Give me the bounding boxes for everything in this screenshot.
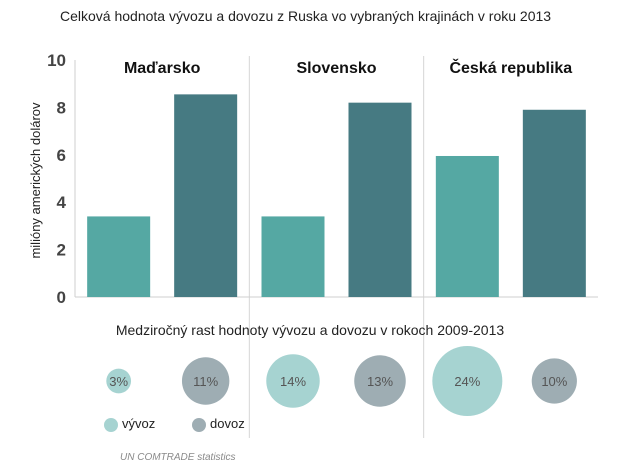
bar-import [522,109,586,298]
bubble-label: 11% [193,374,218,389]
bubble-export [432,346,503,416]
source-note: UN COMTRADE statistics [120,452,236,463]
bar-export [435,155,499,297]
bubble-label: 3% [109,374,128,389]
category-label: Slovensko [296,60,376,77]
y-tick-label: 4 [57,193,67,212]
category-label: Maďarsko [124,60,201,77]
bubble-label: 13% [367,374,393,389]
bar-export [87,216,151,297]
bubble-import [181,357,230,405]
y-tick-label: 8 [57,98,66,117]
legend-import-label: dovoz [210,416,245,431]
bubble-label: 24% [454,374,480,389]
y-tick-label: 6 [57,146,66,165]
legend-export-label: vývoz [122,416,156,431]
legend-item-import: dovoz [192,416,245,432]
legend-import-swatch [192,417,206,432]
category-label: Česká republika [449,58,572,77]
bubble-label: 14% [280,374,306,389]
y-tick-label: 0 [57,288,66,307]
category-labels: Maďarsko Slovensko Česká republika [124,58,572,77]
growth-bubbles: 3% 11% 14% 13% 24% 10% [106,346,577,416]
bubble-label: 10% [541,374,567,389]
bubble-import [354,355,406,407]
y-tick-label: 10 [47,51,66,70]
panel-dividers [248,56,425,438]
bars [87,94,586,298]
bar-export [261,216,325,297]
bubble-export [106,368,132,394]
y-axis-title: milióny amerických dolárov [28,102,43,259]
bar-import [174,94,238,298]
chart-title: Celková hodnota vývozu a dovozu z Ruska … [60,8,552,24]
bubble-export [266,354,320,408]
legend-export-swatch [104,417,118,432]
y-tick-label: 2 [57,241,66,260]
y-axis: 0 2 4 6 8 10 milióny amerických dolárov [28,51,598,307]
bubble-chart-subtitle: Medziročný rast hodnoty vývozu a dovozu … [115,322,505,338]
bar-import [348,102,412,297]
bubble-import [531,358,577,404]
legend-item-export: vývoz [104,416,155,432]
